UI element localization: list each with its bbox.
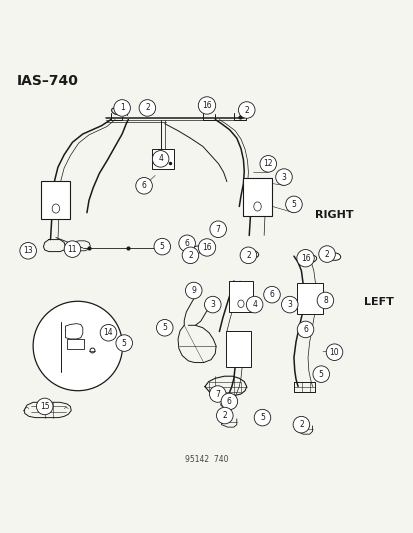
Circle shape — [281, 296, 297, 313]
Bar — [67, 339, 84, 349]
Circle shape — [198, 239, 215, 256]
Circle shape — [204, 296, 221, 313]
Circle shape — [285, 196, 301, 213]
Circle shape — [114, 100, 130, 116]
Text: 3: 3 — [281, 173, 286, 182]
Text: 6: 6 — [302, 325, 307, 334]
Text: 1: 1 — [119, 103, 124, 112]
Circle shape — [20, 243, 36, 259]
Text: 4: 4 — [252, 300, 256, 309]
Circle shape — [259, 156, 276, 172]
Ellipse shape — [304, 255, 316, 263]
Circle shape — [209, 386, 225, 402]
Ellipse shape — [190, 246, 202, 254]
Circle shape — [182, 247, 198, 264]
Circle shape — [318, 246, 335, 262]
Circle shape — [246, 296, 262, 313]
Text: 2: 2 — [145, 103, 150, 112]
Text: 10: 10 — [329, 348, 339, 357]
Bar — [151, 149, 174, 169]
Text: 2: 2 — [245, 251, 250, 260]
Circle shape — [185, 282, 202, 299]
Bar — [225, 332, 251, 367]
Text: 5: 5 — [162, 324, 167, 332]
Circle shape — [263, 286, 280, 303]
Text: 15: 15 — [40, 402, 50, 411]
Circle shape — [135, 177, 152, 194]
Circle shape — [221, 393, 237, 410]
Text: 2: 2 — [222, 411, 227, 420]
Circle shape — [238, 102, 254, 118]
Text: RIGHT: RIGHT — [314, 210, 352, 220]
Circle shape — [216, 407, 233, 424]
Text: 5: 5 — [259, 413, 264, 422]
Text: 5: 5 — [121, 338, 126, 348]
Circle shape — [297, 321, 313, 338]
Bar — [228, 281, 253, 312]
Text: 7: 7 — [215, 225, 220, 234]
Circle shape — [325, 344, 342, 360]
Text: 9: 9 — [191, 286, 196, 295]
Ellipse shape — [246, 251, 258, 258]
Text: 13: 13 — [23, 246, 33, 255]
Text: 2: 2 — [298, 420, 303, 429]
Text: 12: 12 — [263, 159, 272, 168]
Text: 14: 14 — [103, 328, 113, 337]
Text: 2: 2 — [188, 251, 192, 260]
Bar — [243, 178, 271, 216]
Circle shape — [33, 301, 122, 391]
Text: 3: 3 — [210, 300, 215, 309]
Circle shape — [156, 319, 173, 336]
Ellipse shape — [328, 253, 340, 260]
Text: 2: 2 — [244, 106, 249, 115]
Text: 7: 7 — [215, 390, 220, 399]
Circle shape — [154, 238, 170, 255]
Text: 95142  740: 95142 740 — [185, 455, 228, 464]
Circle shape — [198, 97, 215, 114]
Text: 16: 16 — [300, 254, 310, 263]
Circle shape — [316, 292, 333, 309]
Text: 11: 11 — [68, 245, 77, 254]
Circle shape — [312, 366, 329, 382]
Text: 5: 5 — [159, 242, 164, 251]
Text: 6: 6 — [184, 239, 189, 248]
Circle shape — [254, 409, 270, 426]
Text: 2: 2 — [324, 249, 329, 259]
Circle shape — [36, 398, 53, 415]
Circle shape — [139, 100, 155, 116]
Circle shape — [275, 169, 292, 185]
Text: LEFT: LEFT — [363, 297, 393, 306]
Circle shape — [240, 247, 256, 264]
Text: 16: 16 — [202, 243, 211, 252]
Text: 6: 6 — [269, 290, 274, 299]
Circle shape — [178, 235, 195, 252]
Circle shape — [292, 416, 309, 433]
Text: IAS–740: IAS–740 — [17, 74, 78, 88]
Circle shape — [209, 221, 226, 238]
Circle shape — [152, 151, 169, 167]
Bar — [297, 283, 322, 314]
Text: 16: 16 — [202, 101, 211, 110]
Text: 8: 8 — [322, 296, 327, 305]
Bar — [41, 181, 70, 219]
Circle shape — [296, 249, 313, 267]
Circle shape — [64, 241, 81, 257]
Text: 6: 6 — [141, 181, 146, 190]
Text: 5: 5 — [318, 370, 323, 378]
Text: 4: 4 — [158, 155, 163, 163]
Text: 6: 6 — [226, 397, 231, 406]
Text: 5: 5 — [291, 200, 296, 209]
Circle shape — [100, 325, 116, 341]
Text: 3: 3 — [287, 300, 292, 309]
Circle shape — [116, 335, 132, 351]
